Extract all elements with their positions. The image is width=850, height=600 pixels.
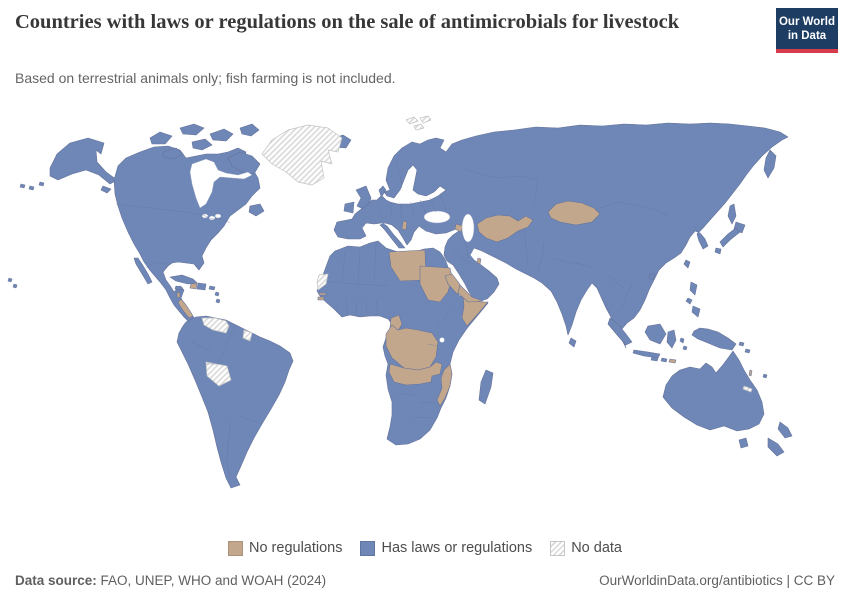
island-new-zealand-south[interactable] <box>767 437 785 457</box>
has-laws-landmass-group <box>7 122 793 489</box>
country-guinea-bissau[interactable] <box>317 296 325 301</box>
owid-logo-line1: Our World <box>778 16 835 28</box>
legend-item-has-laws[interactable]: Has laws or regulations <box>360 540 532 556</box>
country-albania[interactable] <box>401 220 408 231</box>
legend-swatch-has-laws <box>360 540 376 556</box>
island-newfoundland[interactable] <box>248 203 265 217</box>
region-western-sahara[interactable] <box>316 273 329 291</box>
island-madagascar[interactable] <box>478 369 494 405</box>
arctic-islands[interactable] <box>149 123 260 160</box>
island-cuba[interactable] <box>169 274 198 285</box>
island-kyushu[interactable] <box>714 247 722 255</box>
island-sri-lanka[interactable] <box>568 337 577 348</box>
country-bolivia[interactable] <box>205 361 232 387</box>
region-north-america[interactable] <box>113 145 261 327</box>
islands-svalbard[interactable] <box>405 115 432 131</box>
data-source-label: Data source: <box>15 573 97 588</box>
country-yemen[interactable] <box>457 284 484 303</box>
legend-item-no-data[interactable]: No data <box>550 540 622 556</box>
region-greenland[interactable] <box>261 124 343 186</box>
country-gambia[interactable] <box>318 292 327 296</box>
island-new-guinea[interactable] <box>691 327 737 351</box>
world-choropleth-map[interactable] <box>0 112 850 526</box>
region-kamchatka[interactable] <box>763 149 777 179</box>
page-title: Countries with laws or regulations on th… <box>15 11 680 33</box>
island-taiwan[interactable] <box>683 259 691 269</box>
country-venezuela[interactable] <box>201 317 230 334</box>
region-australia[interactable] <box>662 350 765 432</box>
country-haiti[interactable] <box>189 282 198 290</box>
lesser-antilles[interactable] <box>214 291 221 304</box>
lake-victoria <box>439 337 445 343</box>
country-belize[interactable] <box>176 291 181 299</box>
country-libya[interactable] <box>388 249 427 282</box>
no-data-group <box>201 115 753 393</box>
countries-central-asia[interactable] <box>476 214 534 243</box>
map-legend: No regulations Has laws or regulations N… <box>0 540 850 556</box>
legend-label-no-data: No data <box>571 540 622 556</box>
region-dominican-republic[interactable] <box>196 282 207 291</box>
caspian-sea <box>461 213 475 243</box>
islands-solomon[interactable] <box>738 341 751 354</box>
chart-footer: Data source: FAO, UNEP, WHO and WOAH (20… <box>15 573 835 588</box>
credit-link[interactable]: OurWorldinData.org/antibiotics | CC BY <box>599 573 835 588</box>
island-aleutians[interactable] <box>19 181 45 191</box>
region-alaska[interactable] <box>49 137 118 185</box>
pacific-islets[interactable] <box>7 277 18 289</box>
country-vanuatu[interactable] <box>748 369 753 377</box>
country-mozambique[interactable] <box>436 363 453 407</box>
hudson-bay <box>189 158 253 209</box>
region-south-america[interactable] <box>176 315 294 489</box>
countries-angola-zambia[interactable] <box>388 361 443 386</box>
island-new-zealand-north[interactable] <box>777 421 793 439</box>
island-puerto-rico[interactable] <box>208 285 216 291</box>
island-new-caledonia[interactable] <box>742 385 753 393</box>
region-baja-california[interactable] <box>133 257 153 285</box>
country-qatar[interactable] <box>476 257 482 265</box>
lesser-sunda-islands[interactable] <box>650 356 668 363</box>
island-fiji[interactable] <box>762 373 768 379</box>
island-sakhalin[interactable] <box>727 203 737 225</box>
legend-swatch-no-data <box>550 540 566 556</box>
island-borneo[interactable] <box>644 323 667 345</box>
great-lakes <box>214 213 222 219</box>
island-java[interactable] <box>632 349 661 359</box>
owid-logo: Our World in Data <box>776 8 838 53</box>
island-honshu[interactable] <box>719 227 741 248</box>
island-sulawesi[interactable] <box>666 329 677 349</box>
island-tasmania[interactable] <box>738 437 749 449</box>
islands-philippines[interactable] <box>685 281 701 318</box>
country-suriname[interactable] <box>242 329 253 342</box>
island-baffin[interactable] <box>227 151 261 175</box>
data-source-value: FAO, UNEP, WHO and WOAH (2024) <box>96 573 327 588</box>
country-borders <box>115 161 699 479</box>
island-hainan[interactable] <box>648 273 656 281</box>
island-ireland[interactable] <box>343 201 355 214</box>
black-sea <box>423 210 451 224</box>
country-mongolia[interactable] <box>547 200 601 226</box>
country-azerbaijan[interactable] <box>454 223 464 233</box>
maluku-islands[interactable] <box>679 337 688 351</box>
page-subtitle: Based on terrestrial animals only; fish … <box>15 70 396 86</box>
country-timor-leste[interactable] <box>668 358 677 364</box>
island-sumatra[interactable] <box>607 317 633 346</box>
country-sudan[interactable] <box>419 265 453 303</box>
countries-nicaragua-costa-rica[interactable] <box>177 298 194 319</box>
region-eurasia[interactable] <box>333 122 789 349</box>
owid-logo-line2: in Data <box>787 30 827 42</box>
legend-item-no-regulations[interactable]: No regulations <box>227 540 343 556</box>
legend-swatch-no-regulations <box>227 540 243 556</box>
no-regulations-group <box>176 200 753 407</box>
world-map-container <box>0 112 850 526</box>
countries-congo-basin[interactable] <box>385 324 439 371</box>
legend-label-no-regulations: No regulations <box>248 540 343 556</box>
island-vancouver[interactable] <box>100 185 112 194</box>
island-jamaica[interactable] <box>174 285 183 291</box>
legend-label-has-laws: Has laws or regulations <box>381 540 533 556</box>
data-source-text: Data source: FAO, UNEP, WHO and WOAH (20… <box>15 573 326 588</box>
